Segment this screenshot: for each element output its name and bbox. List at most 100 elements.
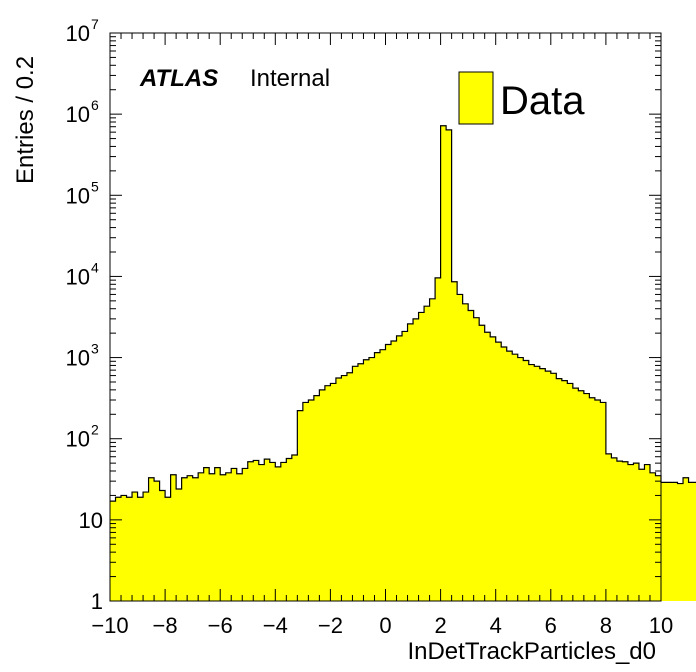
atlas-label: ATLAS <box>139 65 218 92</box>
histogram-bar <box>187 475 194 601</box>
x-tick-label: −8 <box>153 613 178 638</box>
histogram-bar <box>357 363 364 601</box>
x-axis-ticks: −10 −8 −6 −4 −2 0 2 4 6 8 10 <box>91 33 673 638</box>
y-tick-label: 10 <box>66 183 90 208</box>
histogram-bar <box>258 464 265 601</box>
x-tick-label: −4 <box>263 613 288 638</box>
histogram-bar <box>495 342 502 601</box>
histogram-bar <box>429 298 436 601</box>
histogram-bar <box>627 464 634 601</box>
histogram-bar <box>242 468 249 601</box>
histogram-bar <box>556 378 563 601</box>
histogram-bar <box>605 453 612 601</box>
histogram-bar <box>126 497 133 601</box>
histogram-bar <box>672 482 678 601</box>
histogram-bar <box>319 389 326 601</box>
histogram-bar <box>286 458 293 601</box>
y-tick-label: 1 <box>91 589 103 614</box>
histogram-bar <box>121 495 127 601</box>
y-tick-exponent: 5 <box>91 178 99 194</box>
y-tick-exponent: 6 <box>91 97 99 113</box>
histogram-bar <box>203 467 210 601</box>
histogram-bar <box>501 347 508 601</box>
histogram-bar <box>512 354 519 601</box>
histogram-bar <box>473 317 480 601</box>
histogram-bar <box>165 497 172 601</box>
histogram-bar <box>490 336 497 601</box>
histogram-bar <box>192 477 199 601</box>
histogram-fill <box>110 125 696 601</box>
histogram-bar <box>302 402 309 601</box>
histogram-bar <box>622 461 629 601</box>
y-tick-label: 10 <box>66 21 90 46</box>
histogram-bar <box>644 464 651 601</box>
histogram-bar <box>661 482 667 601</box>
histogram-bar <box>600 402 607 601</box>
legend-swatch <box>458 71 494 125</box>
histogram-bar <box>616 461 623 601</box>
histogram-bar <box>176 489 183 601</box>
histogram-bar <box>308 400 315 601</box>
histogram-bar <box>550 373 557 601</box>
atlas-sublabel: Internal <box>250 65 330 92</box>
histogram-bar <box>170 474 177 601</box>
histogram-bar <box>253 460 260 601</box>
histogram-bar <box>517 357 524 601</box>
histogram-bar <box>451 281 458 601</box>
x-axis-title: InDetTrackParticles_d0 <box>407 638 656 665</box>
histogram-bar <box>352 366 359 601</box>
histogram-bar <box>143 492 149 601</box>
histogram-bar <box>435 277 441 601</box>
histogram-bar <box>583 393 590 601</box>
histogram-bar <box>677 483 684 601</box>
x-tick-label: −10 <box>91 613 128 638</box>
histogram-bar <box>198 472 205 601</box>
histogram-bar <box>313 395 320 601</box>
y-tick-exponent: 2 <box>91 422 99 438</box>
x-tick-label: 2 <box>434 613 446 638</box>
x-tick-label: 10 <box>649 613 673 638</box>
x-tick-label: −2 <box>318 613 343 638</box>
x-tick-label: 6 <box>545 613 557 638</box>
histogram-bar <box>159 490 166 601</box>
histogram-bar <box>572 388 579 601</box>
histogram-bar <box>457 294 464 601</box>
histogram-bar <box>523 360 530 601</box>
histogram-bar <box>402 331 408 601</box>
x-tick-label: 8 <box>600 613 612 638</box>
histogram-bar <box>633 463 640 601</box>
histogram-bar <box>154 481 160 601</box>
x-tick-label: 4 <box>490 613 502 638</box>
histogram-bar <box>506 351 513 601</box>
histogram-bar <box>335 378 342 601</box>
x-tick-label: 0 <box>379 613 391 638</box>
histogram-bar <box>561 380 568 601</box>
y-tick-label: 10 <box>66 264 90 289</box>
histogram-bar <box>539 368 546 601</box>
histogram-bar <box>468 310 475 601</box>
y-tick-exponent: 4 <box>91 259 99 275</box>
histogram-bar <box>379 349 386 601</box>
y-tick-label: 10 <box>66 102 90 127</box>
legend-label: Data <box>500 79 585 123</box>
histogram-bar <box>440 125 447 601</box>
y-tick-label: 10 <box>66 346 90 371</box>
histogram-bar <box>231 468 238 601</box>
histogram-bar <box>374 352 381 601</box>
y-axis-title: Entries / 0.2 <box>12 56 39 184</box>
y-tick-label: 10 <box>79 508 103 533</box>
histogram-bar <box>368 357 375 601</box>
histogram-bar <box>137 497 144 601</box>
histogram-bar <box>291 455 298 601</box>
histogram-bar <box>269 462 276 601</box>
histogram-bar <box>391 341 397 601</box>
histogram-bar <box>462 303 469 601</box>
histogram-bar <box>413 318 419 601</box>
histogram-bar <box>115 497 122 601</box>
y-tick-label: 10 <box>66 427 90 452</box>
histogram-bar <box>534 366 541 601</box>
histogram-bar <box>611 457 618 601</box>
histogram-bar <box>225 472 232 601</box>
